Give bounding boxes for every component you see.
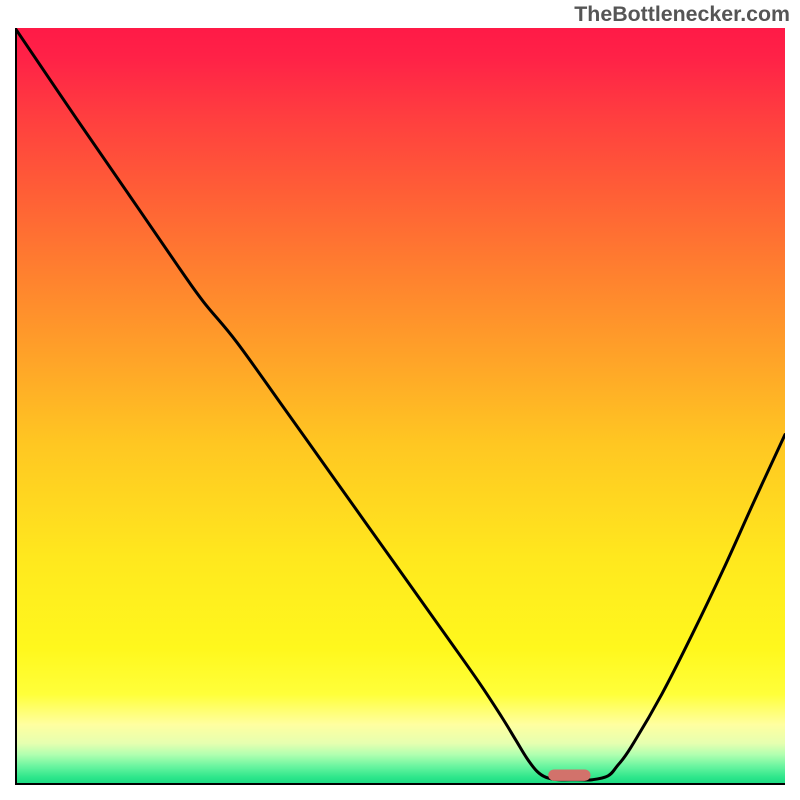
chart-svg xyxy=(15,28,785,785)
bottleneck-chart xyxy=(15,28,785,785)
attribution-text: TheBottlenecker.com xyxy=(574,2,790,27)
chart-container: { "attribution": "TheBottlenecker.com", … xyxy=(0,0,800,800)
gradient-background xyxy=(15,28,785,785)
optimal-marker xyxy=(548,769,590,780)
